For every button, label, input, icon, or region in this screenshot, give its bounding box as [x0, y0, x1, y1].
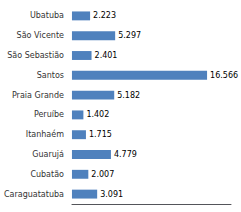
svg-text:4.779: 4.779 [114, 150, 137, 159]
svg-text:16.566: 16.566 [210, 71, 238, 80]
svg-text:Guarujá: Guarujá [32, 150, 64, 159]
svg-text:Santos: Santos [37, 71, 64, 80]
svg-text:2.223: 2.223 [93, 11, 116, 20]
svg-text:Peruíbe: Peruíbe [34, 110, 64, 119]
svg-text:5.182: 5.182 [117, 91, 140, 100]
svg-text:2.401: 2.401 [95, 51, 118, 60]
svg-text:1.402: 1.402 [86, 110, 109, 119]
svg-text:São Sebastião: São Sebastião [7, 51, 64, 60]
svg-text:Itanhaém: Itanhaém [26, 129, 64, 139]
svg-text:Caraguatatuba: Caraguatatuba [4, 190, 64, 199]
svg-text:Ubatuba: Ubatuba [30, 11, 64, 20]
svg-text:2.007: 2.007 [91, 170, 114, 179]
svg-text:Praia Grande: Praia Grande [12, 91, 64, 100]
svg-text:3.091: 3.091 [100, 190, 123, 199]
svg-text:São Vicente: São Vicente [17, 31, 64, 40]
svg-text:Cubatão: Cubatão [30, 170, 64, 179]
svg-text:1.715: 1.715 [89, 130, 112, 139]
svg-text:5.297: 5.297 [118, 31, 141, 40]
